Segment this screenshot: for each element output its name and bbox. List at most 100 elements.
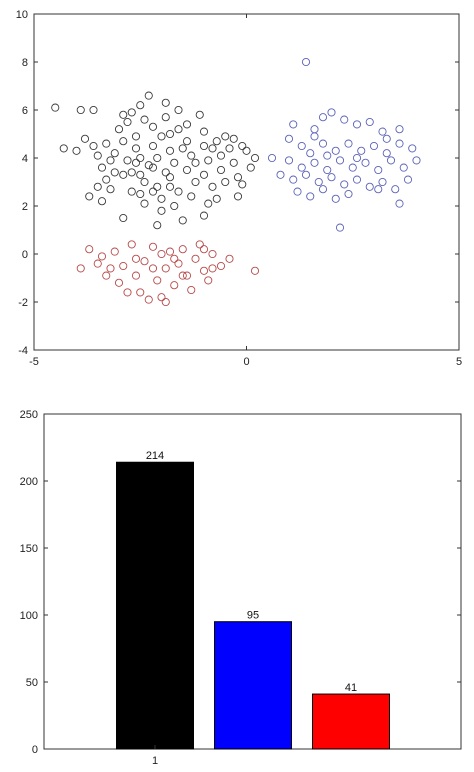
scatter-point — [165, 182, 175, 191]
scatter-point — [225, 254, 234, 263]
scatter-point — [136, 101, 145, 110]
scatter-point — [395, 125, 404, 134]
scatter-point — [148, 122, 158, 131]
scatter-point — [199, 141, 209, 151]
scatter-point — [165, 247, 175, 256]
scatter-point — [195, 240, 204, 249]
y-tick-label: 100 — [20, 610, 38, 622]
scatter-point — [191, 254, 200, 263]
scatter-point — [93, 182, 102, 191]
scatter-point — [242, 146, 251, 155]
y-tick-label: -4 — [18, 345, 28, 357]
scatter-point — [106, 156, 115, 165]
scatter-point — [306, 149, 315, 158]
scatter-point — [85, 192, 94, 201]
scatter-point — [187, 285, 196, 295]
scatter-point — [250, 153, 260, 163]
scatter-point — [352, 175, 362, 184]
scatter-point — [157, 194, 166, 203]
scatter-point — [102, 139, 111, 148]
scatter-point — [178, 245, 187, 254]
scatter-point — [221, 177, 230, 187]
scatter-point — [178, 216, 187, 225]
scatter-point — [140, 257, 149, 266]
scatter-point — [229, 134, 238, 143]
scatter-point — [119, 170, 128, 179]
scatter-point — [348, 163, 357, 172]
scatter-point — [127, 168, 136, 177]
scatter-point — [318, 113, 328, 122]
scatter-point — [59, 144, 68, 153]
scatter-point — [119, 110, 128, 119]
scatter-point — [335, 223, 345, 232]
scatter-point — [136, 170, 145, 179]
scatter-point — [165, 129, 175, 139]
y-tick-label: 8 — [22, 57, 28, 69]
scatter-point — [76, 105, 85, 115]
scatter-point — [110, 247, 119, 256]
scatter-series-3 — [76, 240, 260, 307]
scatter-point — [161, 113, 170, 122]
y-tick-label: 50 — [26, 677, 38, 689]
scatter-point — [208, 249, 217, 259]
scatter-point — [182, 165, 192, 175]
scatter-point — [216, 165, 226, 175]
scatter-point — [123, 156, 132, 165]
scatter-point — [340, 115, 349, 124]
scatter-point — [157, 293, 166, 302]
x-tick-label: 5 — [456, 356, 462, 368]
scatter-point — [289, 120, 298, 129]
scatter-point — [170, 254, 179, 263]
scatter-chart: -5 0 5 -4 -2 0 2 4 6 8 10 — [16, 9, 462, 368]
scatter-point — [187, 192, 196, 201]
scatter-point — [131, 132, 141, 141]
bar-1 — [116, 461, 194, 750]
scatter-point — [225, 144, 234, 153]
scatter-point — [310, 158, 319, 167]
scatter-point — [110, 149, 119, 158]
scatter-point — [89, 105, 98, 115]
scatter-point — [127, 108, 136, 117]
y-tick-label: 2 — [22, 201, 28, 213]
scatter-point — [246, 163, 255, 172]
scatter-point — [123, 117, 132, 127]
scatter-point — [85, 245, 94, 254]
scatter-point — [208, 264, 217, 273]
scatter-point — [314, 177, 323, 187]
scatter-point — [344, 189, 353, 199]
scatter-point — [148, 242, 158, 251]
y-tick-label: 6 — [22, 105, 28, 117]
scatter-point — [165, 146, 175, 155]
scatter-point — [144, 295, 153, 304]
scatter-point — [233, 192, 243, 201]
scatter-point — [335, 156, 345, 165]
scatter-point — [365, 182, 374, 191]
scatter-point — [208, 182, 217, 191]
y-tick-label: 4 — [22, 153, 28, 165]
scatter-point — [178, 271, 187, 280]
scatter-point — [229, 158, 238, 167]
scatter-point — [331, 194, 340, 203]
scatter-point — [51, 103, 60, 112]
scatter-point — [161, 98, 170, 107]
scatter-point — [187, 151, 196, 160]
scatter-point — [250, 266, 260, 275]
scatter-point — [378, 127, 387, 136]
scatter-point — [289, 175, 298, 184]
scatter-series-1 — [51, 91, 260, 230]
scatter-series-2 — [267, 57, 421, 232]
scatter-point — [395, 199, 404, 208]
scatter-point — [382, 134, 391, 143]
scatter-point — [89, 141, 98, 151]
scatter-point — [331, 146, 340, 155]
scatter-point — [310, 125, 319, 134]
scatter-point — [233, 173, 243, 182]
scatter-point — [76, 264, 85, 273]
scatter-point — [365, 117, 374, 127]
scatter-point — [182, 120, 192, 129]
scatter-point — [216, 151, 226, 160]
scatter-point — [276, 170, 285, 179]
y-tick-label: 0 — [22, 249, 28, 261]
scatter-point — [131, 271, 141, 280]
